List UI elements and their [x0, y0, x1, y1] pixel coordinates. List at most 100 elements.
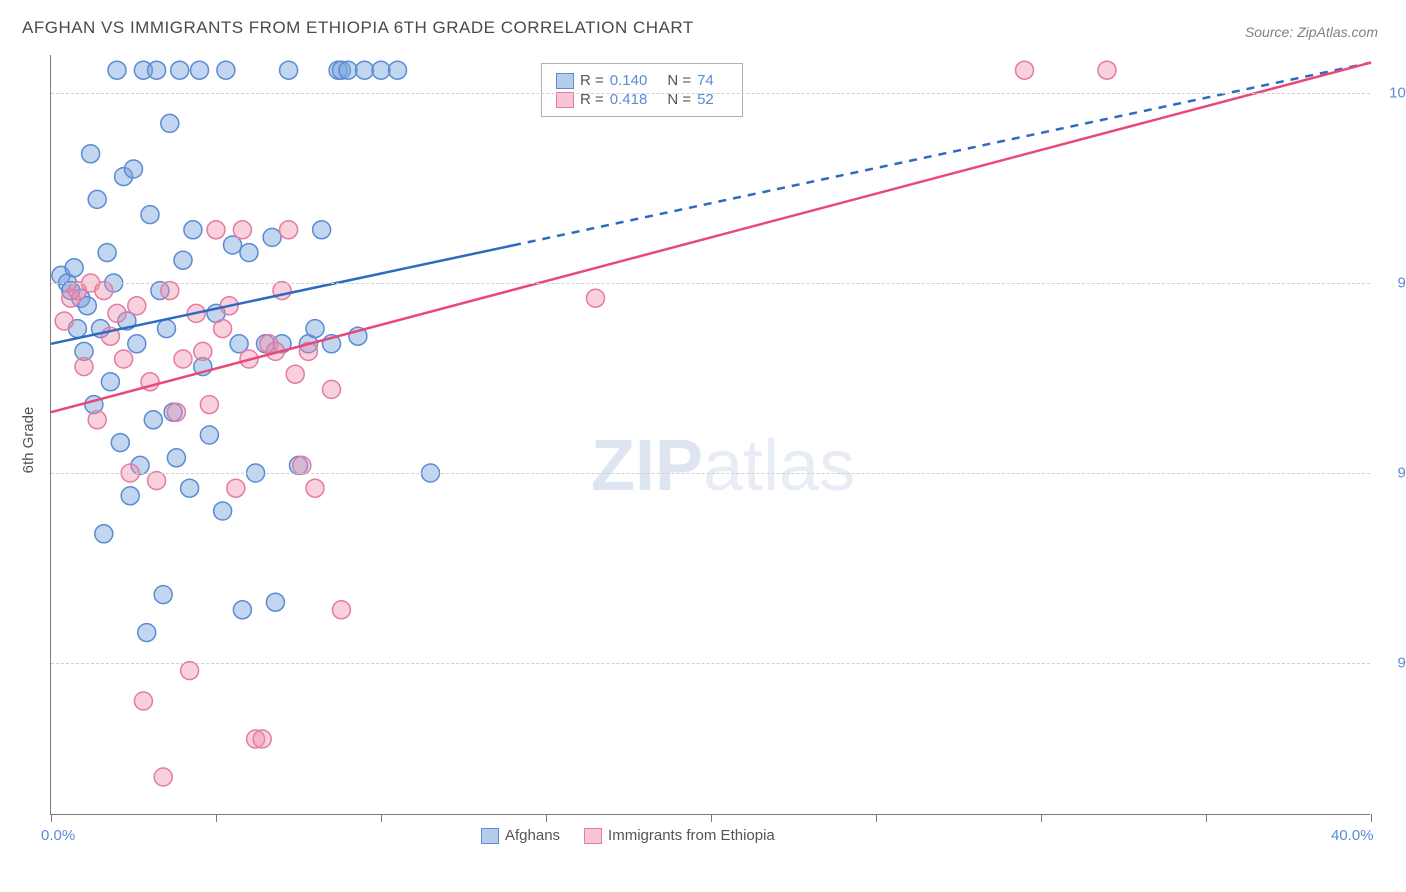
data-point	[55, 312, 73, 330]
n-label: N =	[667, 72, 691, 89]
data-point	[174, 251, 192, 269]
data-point	[111, 434, 129, 452]
legend-label-afghans: Afghans	[505, 827, 560, 844]
x-tick	[711, 814, 712, 822]
legend-row-afghans: R = 0.140 N = 74	[556, 72, 728, 89]
data-point	[233, 601, 251, 619]
data-point	[148, 472, 166, 490]
data-point	[184, 221, 202, 239]
data-point	[240, 244, 258, 262]
data-point	[128, 297, 146, 315]
data-point	[128, 335, 146, 353]
source-attribution: Source: ZipAtlas.com	[1245, 24, 1378, 40]
data-point	[144, 411, 162, 429]
data-point	[253, 730, 271, 748]
data-point	[214, 502, 232, 520]
y-tick-label: 92.5%	[1397, 655, 1406, 672]
x-tick	[381, 814, 382, 822]
data-point	[217, 61, 235, 79]
plot-area: ZIPatlas R = 0.140 N = 74 R = 0.418 N = …	[50, 55, 1370, 815]
data-point	[191, 61, 209, 79]
data-point	[1016, 61, 1034, 79]
data-point	[167, 449, 185, 467]
data-point	[171, 61, 189, 79]
data-point	[167, 403, 185, 421]
data-point	[194, 342, 212, 360]
gridline	[51, 283, 1370, 284]
data-point	[263, 228, 281, 246]
data-point	[266, 593, 284, 611]
data-point	[313, 221, 331, 239]
data-point	[125, 160, 143, 178]
data-point	[306, 479, 324, 497]
data-point	[280, 61, 298, 79]
data-point	[141, 206, 159, 224]
data-point	[115, 350, 133, 368]
data-point	[174, 350, 192, 368]
trend-line	[51, 245, 513, 343]
data-point	[108, 304, 126, 322]
data-point	[161, 114, 179, 132]
data-point	[181, 479, 199, 497]
x-tick	[546, 814, 547, 822]
data-point	[181, 662, 199, 680]
data-point	[200, 396, 218, 414]
data-point	[108, 61, 126, 79]
x-tick-label: 0.0%	[41, 827, 75, 844]
data-point	[98, 244, 116, 262]
swatch-blue	[556, 73, 574, 89]
data-point	[95, 282, 113, 300]
data-point	[65, 259, 83, 277]
data-point	[372, 61, 390, 79]
legend-label-ethiopia: Immigrants from Ethiopia	[608, 827, 775, 844]
x-tick	[216, 814, 217, 822]
data-point	[88, 190, 106, 208]
data-point	[161, 282, 179, 300]
data-point	[233, 221, 251, 239]
legend-item-ethiopia: Immigrants from Ethiopia	[584, 827, 775, 844]
data-point	[121, 487, 139, 505]
data-point	[286, 365, 304, 383]
data-point	[75, 358, 93, 376]
data-point	[389, 61, 407, 79]
x-tick	[1206, 814, 1207, 822]
legend-item-afghans: Afghans	[481, 827, 560, 844]
y-tick-label: 100.0%	[1389, 85, 1406, 102]
data-point	[154, 586, 172, 604]
x-tick	[1041, 814, 1042, 822]
r-value-afghans: 0.140	[610, 72, 648, 89]
x-tick	[1371, 814, 1372, 822]
gridline	[51, 473, 1370, 474]
data-point	[88, 411, 106, 429]
data-point	[95, 525, 113, 543]
gridline	[51, 93, 1370, 94]
series-legend: Afghans Immigrants from Ethiopia	[481, 827, 775, 844]
data-point	[101, 373, 119, 391]
x-tick	[876, 814, 877, 822]
data-point	[227, 479, 245, 497]
data-point	[134, 692, 152, 710]
data-point	[323, 380, 341, 398]
data-point	[339, 61, 357, 79]
data-point	[148, 61, 166, 79]
x-tick	[51, 814, 52, 822]
data-point	[214, 320, 232, 338]
data-point	[1098, 61, 1116, 79]
y-tick-label: 97.5%	[1397, 275, 1406, 292]
swatch-pink	[584, 828, 602, 844]
data-point	[306, 320, 324, 338]
data-point	[293, 456, 311, 474]
chart-svg	[51, 55, 1370, 814]
correlation-legend: R = 0.140 N = 74 R = 0.418 N = 52	[541, 63, 743, 117]
data-point	[356, 61, 374, 79]
data-point	[82, 145, 100, 163]
data-point	[154, 768, 172, 786]
y-tick-label: 95.0%	[1397, 465, 1406, 482]
data-point	[587, 289, 605, 307]
data-point	[332, 601, 350, 619]
data-point	[138, 624, 156, 642]
data-point	[280, 221, 298, 239]
swatch-blue	[481, 828, 499, 844]
gridline	[51, 663, 1370, 664]
data-point	[158, 320, 176, 338]
